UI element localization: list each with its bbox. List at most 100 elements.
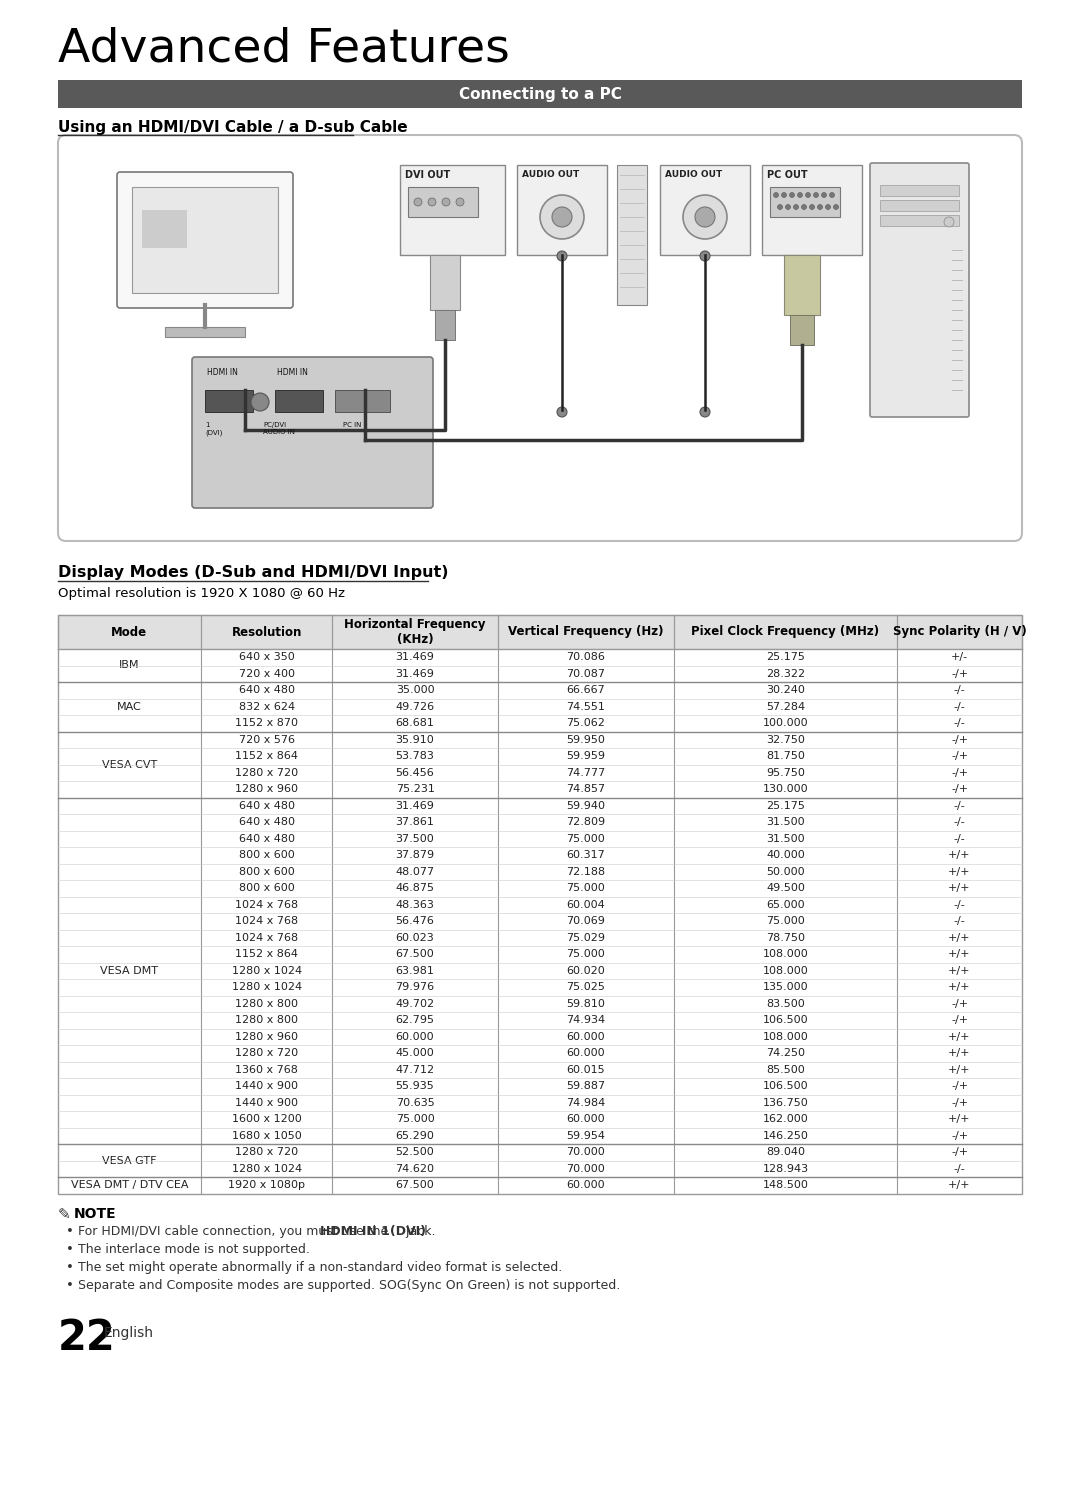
Text: +/+: +/+: [948, 1180, 971, 1191]
Bar: [58, 648, 1022, 665]
Text: 1024 x 768: 1024 x 768: [235, 899, 298, 910]
Text: 55.935: 55.935: [395, 1082, 434, 1091]
Text: 1680 x 1050: 1680 x 1050: [232, 1131, 301, 1141]
Text: -/-: -/-: [954, 1164, 966, 1174]
Text: 35.000: 35.000: [395, 686, 434, 695]
Text: +/+: +/+: [948, 1049, 971, 1058]
Text: 59.954: 59.954: [566, 1131, 605, 1141]
Text: -/-: -/-: [954, 899, 966, 910]
Text: 66.667: 66.667: [566, 686, 605, 695]
Bar: [132, 187, 278, 293]
Text: 720 x 400: 720 x 400: [239, 669, 295, 678]
Text: IBM: IBM: [119, 660, 139, 671]
Text: 49.702: 49.702: [395, 999, 434, 1008]
Text: -/+: -/+: [951, 1147, 968, 1158]
Text: AUDIO OUT: AUDIO OUT: [522, 170, 579, 179]
Bar: [58, 946, 1022, 962]
Bar: [430, 255, 460, 309]
Bar: [784, 255, 820, 315]
Text: Display Modes (D-Sub and HDMI/DVI Input): Display Modes (D-Sub and HDMI/DVI Input): [58, 565, 448, 580]
Text: 31.469: 31.469: [395, 669, 434, 678]
Text: HDMI IN: HDMI IN: [276, 368, 308, 376]
Bar: [58, 765, 1022, 781]
Bar: [58, 1177, 1022, 1194]
Text: 106.500: 106.500: [762, 1082, 808, 1091]
Bar: [58, 781, 1022, 798]
Bar: [58, 1095, 1022, 1112]
Bar: [58, 1062, 1022, 1079]
Text: +/+: +/+: [948, 883, 971, 893]
Text: The interlace mode is not supported.: The interlace mode is not supported.: [78, 1243, 310, 1256]
Text: 72.809: 72.809: [566, 817, 605, 828]
Bar: [880, 185, 959, 196]
Text: 31.469: 31.469: [395, 653, 434, 662]
Bar: [275, 390, 323, 412]
Text: 1280 x 1024: 1280 x 1024: [231, 965, 301, 976]
Text: VESA GTF: VESA GTF: [103, 1155, 157, 1165]
Circle shape: [557, 406, 567, 417]
Text: 70.000: 70.000: [566, 1147, 605, 1158]
Text: 74.777: 74.777: [566, 768, 606, 778]
Text: 59.810: 59.810: [566, 999, 605, 1008]
Text: 1280 x 800: 1280 x 800: [235, 999, 298, 1008]
Bar: [58, 1079, 1022, 1095]
Text: 148.500: 148.500: [762, 1180, 809, 1191]
Bar: [789, 315, 814, 345]
Bar: [58, 979, 1022, 995]
Text: Advanced Features: Advanced Features: [58, 27, 510, 72]
Text: 640 x 480: 640 x 480: [239, 801, 295, 811]
Text: -/-: -/-: [954, 834, 966, 844]
Text: 48.077: 48.077: [395, 867, 434, 877]
Text: 640 x 480: 640 x 480: [239, 817, 295, 828]
Bar: [58, 81, 1022, 108]
Text: 75.000: 75.000: [566, 883, 605, 893]
Circle shape: [813, 193, 819, 197]
Text: 60.004: 60.004: [566, 899, 605, 910]
Circle shape: [794, 205, 798, 209]
Bar: [58, 896, 1022, 913]
Text: 62.795: 62.795: [395, 1016, 434, 1025]
Bar: [58, 616, 1022, 1194]
Text: +/+: +/+: [948, 932, 971, 943]
Text: +/+: +/+: [948, 965, 971, 976]
Circle shape: [428, 199, 436, 206]
Bar: [58, 913, 1022, 929]
Text: 74.551: 74.551: [566, 702, 605, 711]
Text: 75.062: 75.062: [566, 719, 605, 728]
Text: 1440 x 900: 1440 x 900: [235, 1098, 298, 1107]
Bar: [58, 616, 1022, 648]
Text: 60.000: 60.000: [566, 1049, 605, 1058]
Text: 720 x 576: 720 x 576: [239, 735, 295, 744]
Bar: [58, 831, 1022, 847]
Circle shape: [700, 406, 710, 417]
Text: 108.000: 108.000: [762, 965, 808, 976]
Text: AUDIO OUT: AUDIO OUT: [665, 170, 723, 179]
Text: 60.000: 60.000: [566, 1032, 605, 1041]
Text: 31.469: 31.469: [395, 801, 434, 811]
Text: 1152 x 870: 1152 x 870: [235, 719, 298, 728]
Text: 22: 22: [58, 1318, 116, 1360]
Text: 1152 x 864: 1152 x 864: [235, 751, 298, 762]
Circle shape: [773, 193, 779, 197]
Text: 63.981: 63.981: [395, 965, 434, 976]
Text: Optimal resolution is 1920 X 1080 @ 60 Hz: Optimal resolution is 1920 X 1080 @ 60 H…: [58, 587, 345, 601]
Text: 146.250: 146.250: [762, 1131, 809, 1141]
Text: 49.726: 49.726: [395, 702, 434, 711]
Text: 79.976: 79.976: [395, 982, 434, 992]
Text: 37.879: 37.879: [395, 850, 434, 861]
Bar: [58, 814, 1022, 831]
Text: 56.476: 56.476: [395, 916, 434, 926]
Text: The set might operate abnormally if a non-standard video format is selected.: The set might operate abnormally if a no…: [78, 1261, 563, 1274]
Circle shape: [829, 193, 835, 197]
Text: -/+: -/+: [951, 1082, 968, 1091]
Text: Vertical Frequency (Hz): Vertical Frequency (Hz): [508, 626, 663, 638]
Text: 31.500: 31.500: [766, 817, 805, 828]
Text: HDMI IN: HDMI IN: [207, 368, 238, 376]
Text: 83.500: 83.500: [766, 999, 805, 1008]
Text: +/+: +/+: [948, 1115, 971, 1125]
Text: 70.087: 70.087: [566, 669, 605, 678]
Text: 640 x 350: 640 x 350: [239, 653, 295, 662]
Text: 1440 x 900: 1440 x 900: [235, 1082, 298, 1091]
Text: +/+: +/+: [948, 867, 971, 877]
Text: 60.000: 60.000: [566, 1115, 605, 1125]
